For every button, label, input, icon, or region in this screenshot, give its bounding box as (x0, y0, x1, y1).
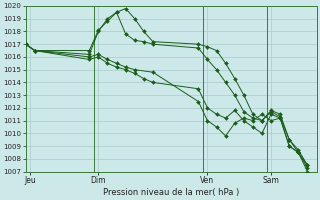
X-axis label: Pression niveau de la mer( hPa ): Pression niveau de la mer( hPa ) (103, 188, 239, 197)
